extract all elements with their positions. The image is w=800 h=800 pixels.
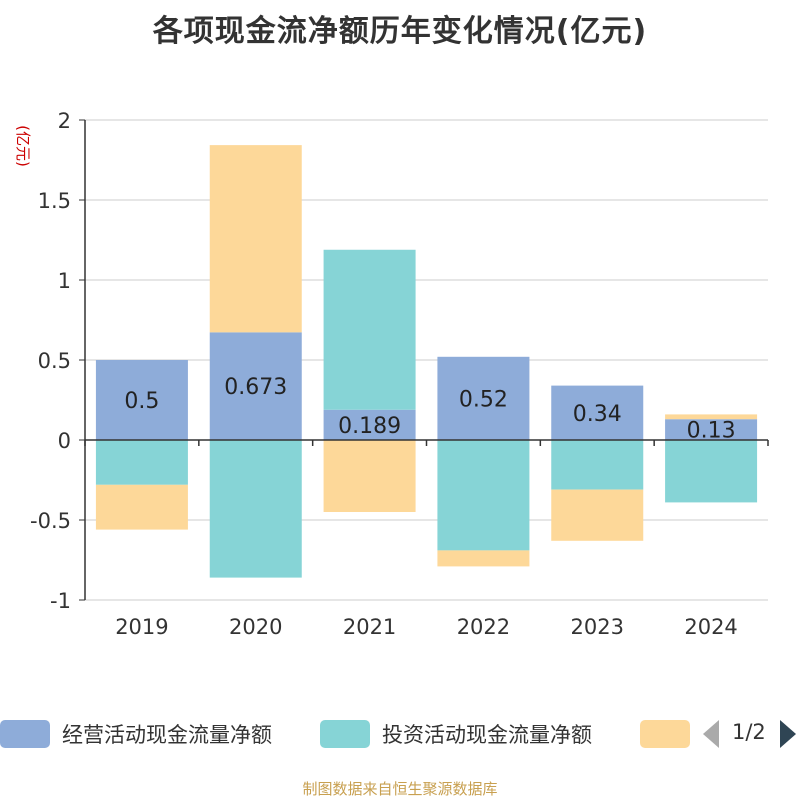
bar-series2-2022[interactable] xyxy=(437,550,530,567)
y-tick-label: 0 xyxy=(58,429,71,453)
x-tick-label-2022: 2022 xyxy=(457,615,510,639)
legend-swatch-investing xyxy=(320,720,370,748)
axes: -1 -0.5 0 0.5 1 1.5 2 2019 2020 2021 2022 2023 2024 xyxy=(30,109,769,639)
x-tick-label-2019: 2019 xyxy=(115,615,168,639)
y-tick-label: -1 xyxy=(50,589,71,613)
bar-series0-2023[interactable] xyxy=(551,385,644,440)
data-label-2022: 0.52 xyxy=(459,387,508,412)
x-tick-label-2023: 2023 xyxy=(571,615,624,639)
bar-series0-2020[interactable] xyxy=(209,332,302,440)
legend-swatch-operating xyxy=(0,720,50,748)
data-label-2023: 0.34 xyxy=(573,402,622,427)
bar-series0-2019[interactable] xyxy=(95,360,188,440)
pager-page-indicator: 1/2 xyxy=(732,720,766,744)
bar-series1-2022[interactable] xyxy=(437,440,530,551)
x-tick-label-2021: 2021 xyxy=(343,615,396,639)
chart-title: 各项现金流净额历年变化情况(亿元) xyxy=(152,14,648,49)
bar-series1-2023[interactable] xyxy=(551,440,644,490)
y-tick-label: 0.5 xyxy=(38,349,71,373)
bar-series2-2023[interactable] xyxy=(551,489,644,541)
bar-series2-2019[interactable] xyxy=(95,484,188,530)
bar-series2-2021[interactable] xyxy=(323,440,416,512)
y-tick-label: 1.5 xyxy=(38,189,71,213)
pager-next-arrow-icon[interactable] xyxy=(780,720,796,748)
bar-series1-2019[interactable] xyxy=(95,440,188,485)
data-label-2024: 0.13 xyxy=(687,419,736,444)
bar-series2-2020[interactable] xyxy=(209,145,302,333)
y-tick-label: -0.5 xyxy=(30,509,71,533)
bar-series2-2024[interactable] xyxy=(665,414,758,420)
bar-series1-2021[interactable] xyxy=(323,249,416,410)
x-tick-label-2020: 2020 xyxy=(229,615,282,639)
bar-series0-2024[interactable] xyxy=(665,419,758,440)
y-tick-label: 1 xyxy=(58,269,71,293)
y-axis-title: (亿元) xyxy=(14,125,32,167)
bar-series1-2020[interactable] xyxy=(209,440,302,578)
data-label-2019: 0.5 xyxy=(124,389,159,414)
data-source-note: 制图数据来自恒生聚源数据库 xyxy=(302,780,498,798)
legend-label-investing: 投资活动现金流量净额 xyxy=(382,723,592,747)
legend-pager: 1/2 xyxy=(700,714,800,754)
bars xyxy=(95,145,758,578)
pager-prev-arrow-icon[interactable] xyxy=(703,720,719,748)
bar-series1-2024[interactable] xyxy=(665,440,758,503)
legend-swatch-third xyxy=(640,720,690,748)
data-label-2021: 0.189 xyxy=(338,414,401,439)
legend-label-operating: 经营活动现金流量净额 xyxy=(62,723,272,747)
y-tick-label: 2 xyxy=(58,109,71,133)
data-label-2020: 0.673 xyxy=(224,375,287,400)
bar-series0-2022[interactable] xyxy=(437,356,530,440)
data-labels: 0.5 0.673 0.189 0.52 0.34 0.13 xyxy=(124,375,735,443)
legend: 经营活动现金流量净额 投资活动现金流量净额 1/2 xyxy=(0,714,800,754)
x-tick-label-2024: 2024 xyxy=(684,615,737,639)
bar-series0-2021[interactable] xyxy=(323,409,416,440)
